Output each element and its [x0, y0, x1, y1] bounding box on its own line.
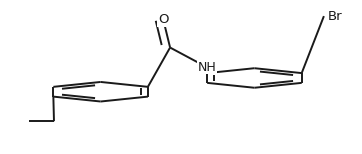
Text: Br: Br — [328, 10, 342, 23]
Text: NH: NH — [197, 61, 216, 74]
Text: O: O — [158, 13, 168, 26]
